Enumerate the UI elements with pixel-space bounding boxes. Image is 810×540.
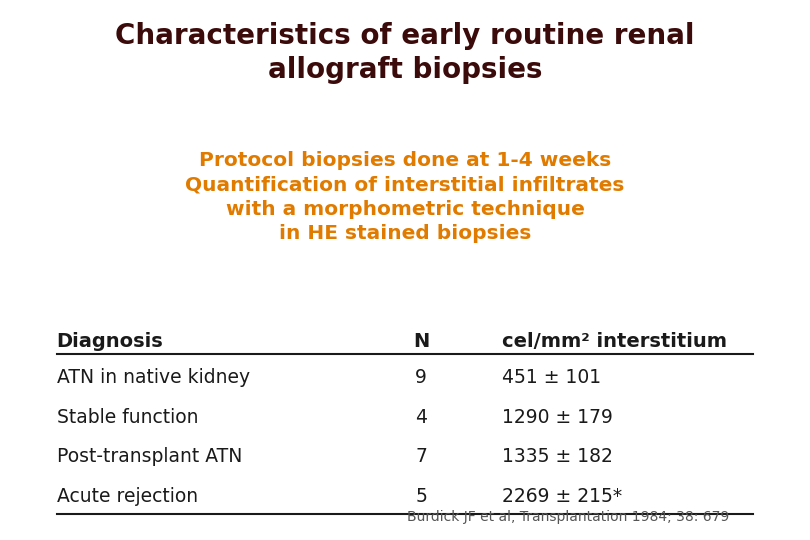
Text: 1335 ± 182: 1335 ± 182 — [502, 447, 613, 466]
Text: 1290 ± 179: 1290 ± 179 — [502, 408, 613, 427]
Text: Post-transplant ATN: Post-transplant ATN — [57, 447, 242, 466]
Text: ATN in native kidney: ATN in native kidney — [57, 368, 249, 387]
Text: 9: 9 — [416, 368, 427, 387]
Text: 4: 4 — [416, 408, 427, 427]
Text: cel/mm² interstitium: cel/mm² interstitium — [502, 332, 727, 351]
Text: 7: 7 — [416, 447, 427, 466]
Text: 5: 5 — [416, 487, 427, 505]
Text: N: N — [413, 332, 429, 351]
Text: Diagnosis: Diagnosis — [57, 332, 164, 351]
Text: Burdick JF et al, Transplantation 1984; 38: 679: Burdick JF et al, Transplantation 1984; … — [407, 510, 729, 524]
Text: Protocol biopsies done at 1-4 weeks
Quantification of interstitial infiltrates
w: Protocol biopsies done at 1-4 weeks Quan… — [185, 151, 625, 243]
Text: Acute rejection: Acute rejection — [57, 487, 198, 505]
Text: Characteristics of early routine renal
allograft biopsies: Characteristics of early routine renal a… — [115, 22, 695, 84]
Text: Stable function: Stable function — [57, 408, 198, 427]
Text: 451 ± 101: 451 ± 101 — [502, 368, 601, 387]
Text: 2269 ± 215*: 2269 ± 215* — [502, 487, 622, 505]
